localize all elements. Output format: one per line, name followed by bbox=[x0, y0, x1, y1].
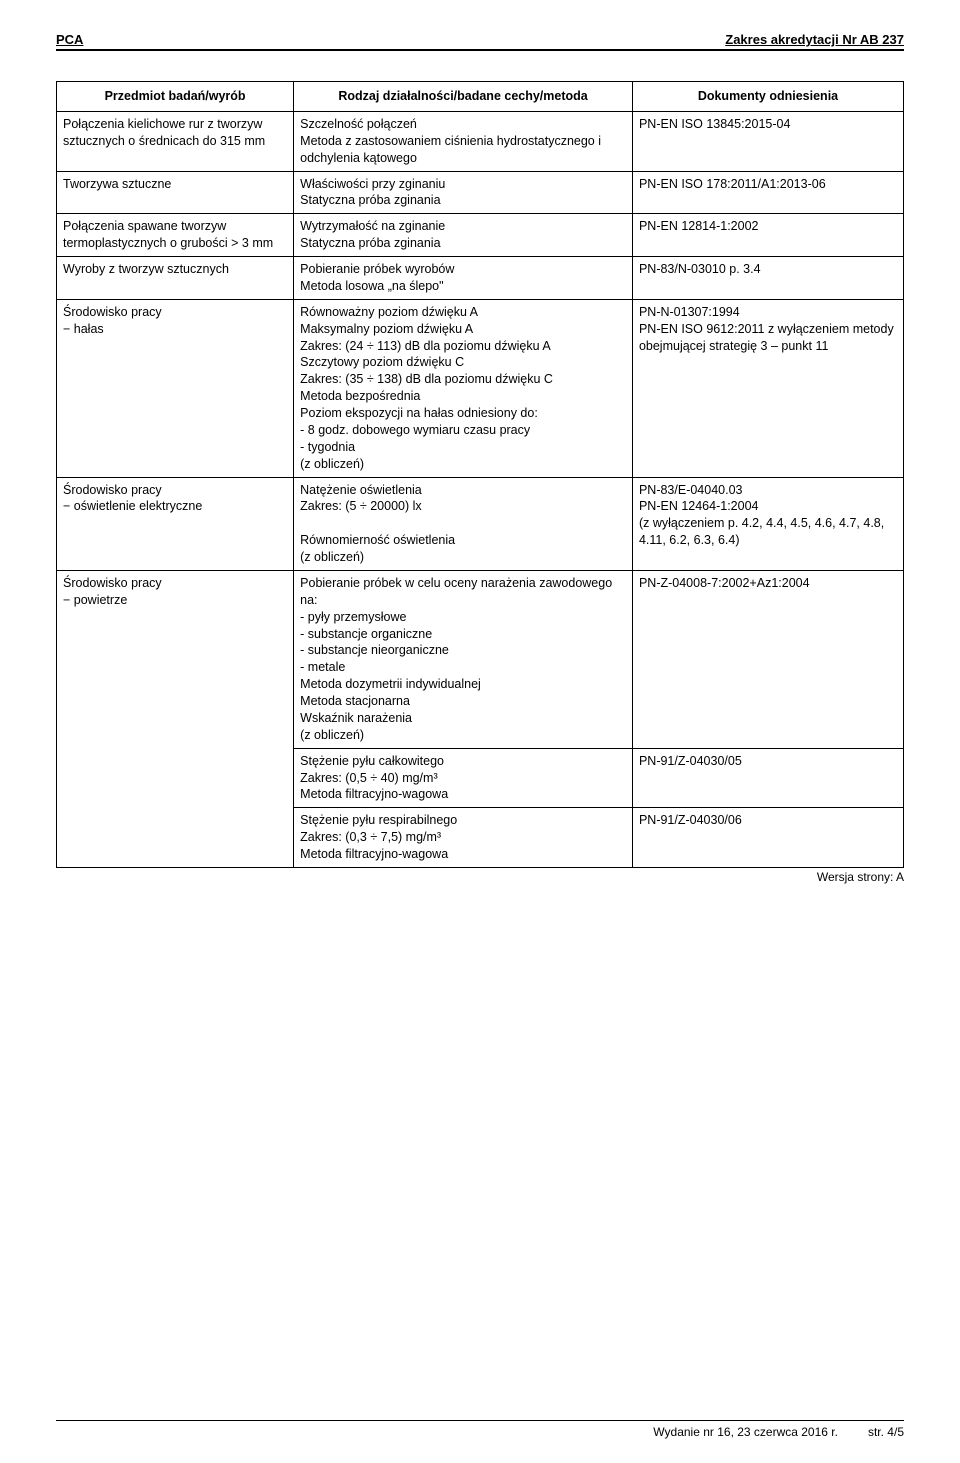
cell-docs: PN-91/Z-04030/06 bbox=[632, 808, 903, 868]
version-label: Wersja strony: A bbox=[56, 870, 904, 884]
page: PCA Zakres akredytacji Nr AB 237 Przedmi… bbox=[0, 0, 960, 1463]
cell-docs: PN-EN ISO 13845:2015-04 bbox=[632, 111, 903, 171]
cell-docs: PN-83/N-03010 p. 3.4 bbox=[632, 257, 903, 300]
cell-subject: Środowisko pracy − hałas bbox=[57, 299, 294, 477]
col-header-subject: Przedmiot badań/wyrób bbox=[57, 82, 294, 112]
header-right: Zakres akredytacji Nr AB 237 bbox=[725, 32, 904, 47]
footer: Wydanie nr 16, 23 czerwca 2016 r. str. 4… bbox=[56, 1420, 904, 1439]
cell-activity: Właściwości przy zginaniu Statyczna prób… bbox=[294, 171, 633, 214]
footer-edition: Wydanie nr 16, 23 czerwca 2016 r. bbox=[653, 1425, 838, 1439]
table-row: Wyroby z tworzyw sztucznychPobieranie pr… bbox=[57, 257, 904, 300]
header-left: PCA bbox=[56, 32, 83, 47]
cell-subject: Połączenia kielichowe rur z tworzyw sztu… bbox=[57, 111, 294, 171]
cell-subject: Wyroby z tworzyw sztucznych bbox=[57, 257, 294, 300]
cell-activity: Wytrzymałość na zginanie Statyczna próba… bbox=[294, 214, 633, 257]
footer-line: Wydanie nr 16, 23 czerwca 2016 r. str. 4… bbox=[56, 1420, 904, 1439]
cell-docs: PN-Z-04008-7:2002+Az1:2004 bbox=[632, 570, 903, 748]
table-header-row: Przedmiot badań/wyrób Rodzaj działalnośc… bbox=[57, 82, 904, 112]
cell-activity: Stężenie pyłu respirabilnego Zakres: (0,… bbox=[294, 808, 633, 868]
cell-activity: Pobieranie próbek wyrobów Metoda losowa … bbox=[294, 257, 633, 300]
cell-docs: PN-EN 12814-1:2002 bbox=[632, 214, 903, 257]
top-header: PCA Zakres akredytacji Nr AB 237 bbox=[56, 32, 904, 51]
cell-subject: Tworzywa sztuczne bbox=[57, 171, 294, 214]
table-row: Środowisko pracy − hałasRównoważny pozio… bbox=[57, 299, 904, 477]
cell-subject: Środowisko pracy − oświetlenie elektrycz… bbox=[57, 477, 294, 570]
cell-activity: Natężenie oświetlenia Zakres: (5 ÷ 20000… bbox=[294, 477, 633, 570]
cell-activity: Stężenie pyłu całkowitego Zakres: (0,5 ÷… bbox=[294, 748, 633, 808]
cell-docs: PN-EN ISO 178:2011/A1:2013-06 bbox=[632, 171, 903, 214]
cell-docs: PN-N-01307:1994 PN-EN ISO 9612:2011 z wy… bbox=[632, 299, 903, 477]
cell-docs: PN-91/Z-04030/05 bbox=[632, 748, 903, 808]
col-header-docs: Dokumenty odniesienia bbox=[632, 82, 903, 112]
cell-subject: Połączenia spawane tworzyw termoplastycz… bbox=[57, 214, 294, 257]
cell-activity: Szczelność połączeń Metoda z zastosowani… bbox=[294, 111, 633, 171]
table-row: Połączenia spawane tworzyw termoplastycz… bbox=[57, 214, 904, 257]
col-header-activity: Rodzaj działalności/badane cechy/metoda bbox=[294, 82, 633, 112]
cell-subject: Środowisko pracy − powietrze bbox=[57, 570, 294, 867]
table-row: Środowisko pracy − oświetlenie elektrycz… bbox=[57, 477, 904, 570]
footer-page: str. 4/5 bbox=[868, 1425, 904, 1439]
table-row: Połączenia kielichowe rur z tworzyw sztu… bbox=[57, 111, 904, 171]
cell-docs: PN-83/E-04040.03 PN-EN 12464-1:2004 (z w… bbox=[632, 477, 903, 570]
cell-activity: Pobieranie próbek w celu oceny narażenia… bbox=[294, 570, 633, 748]
main-table: Przedmiot badań/wyrób Rodzaj działalnośc… bbox=[56, 81, 904, 868]
table-row: Środowisko pracy − powietrzePobieranie p… bbox=[57, 570, 904, 748]
table-row: Tworzywa sztuczneWłaściwości przy zginan… bbox=[57, 171, 904, 214]
cell-activity: Równoważny poziom dźwięku A Maksymalny p… bbox=[294, 299, 633, 477]
table-body: Połączenia kielichowe rur z tworzyw sztu… bbox=[57, 111, 904, 867]
